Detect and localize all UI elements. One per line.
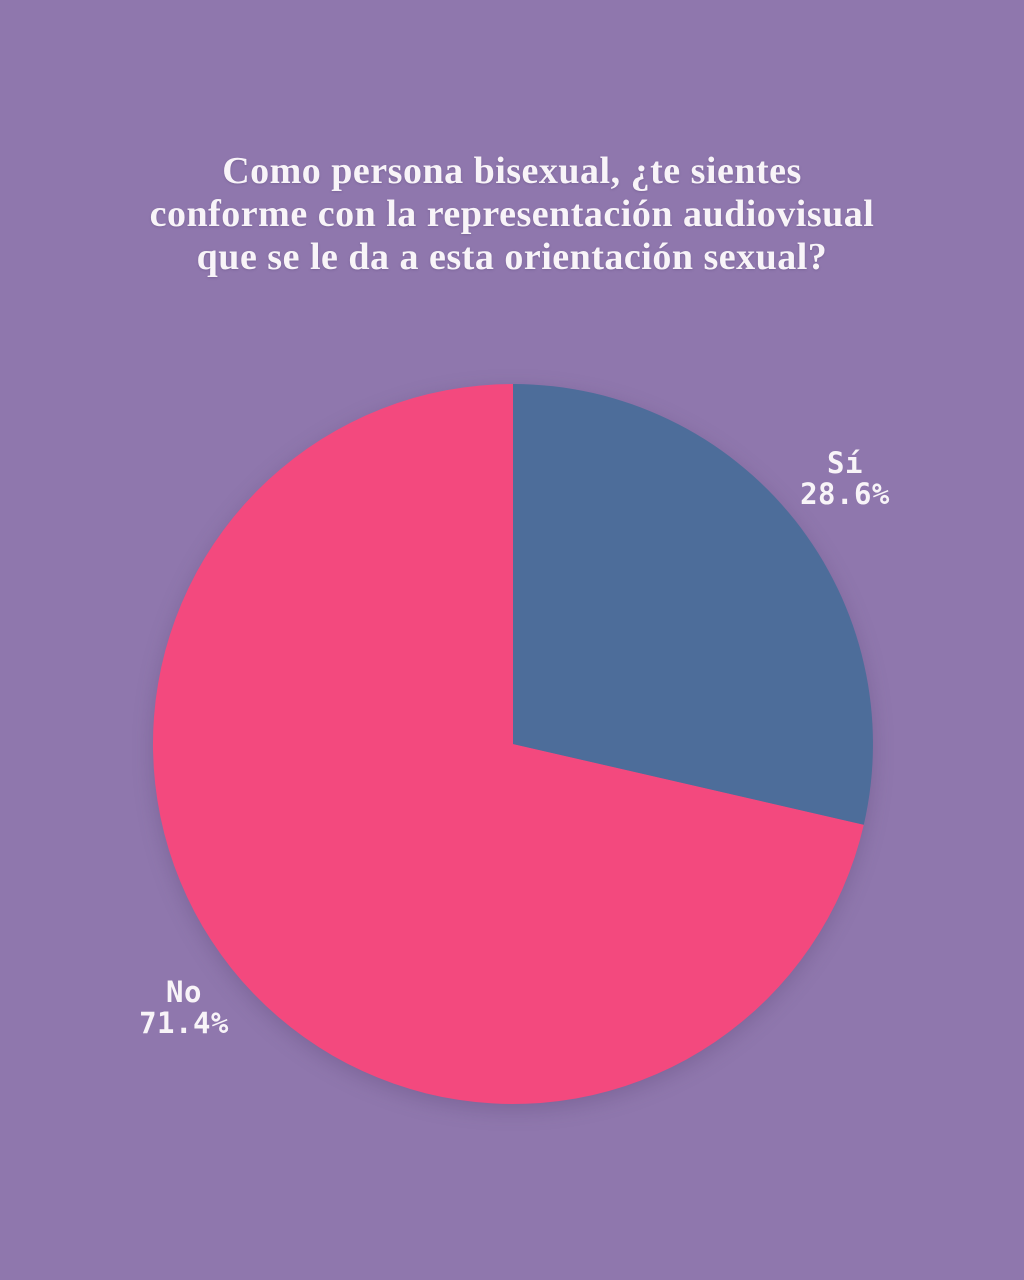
slice-label-si-percent: 28.6% xyxy=(800,477,890,511)
slice-label-si: Sí 28.6% xyxy=(765,448,925,510)
pie-slice-si xyxy=(513,384,873,825)
slice-label-no-name: No xyxy=(166,975,202,1009)
chart-title-line-1: Como persona bisexual, ¿te sientes xyxy=(222,150,802,192)
chart-title-line-3: que se le da a esta orientación sexual? xyxy=(196,236,828,278)
chart-title: Como persona bisexual, ¿te sientes confo… xyxy=(0,150,1024,279)
slice-label-no: No 71.4% xyxy=(104,977,264,1039)
chart-title-line-2: conforme con la representación audiovisu… xyxy=(149,193,875,235)
slice-label-si-name: Sí xyxy=(827,446,863,480)
pie-slices-group xyxy=(152,384,873,1104)
slice-label-no-percent: 71.4% xyxy=(139,1006,229,1040)
pie-slice-no xyxy=(152,384,864,1104)
